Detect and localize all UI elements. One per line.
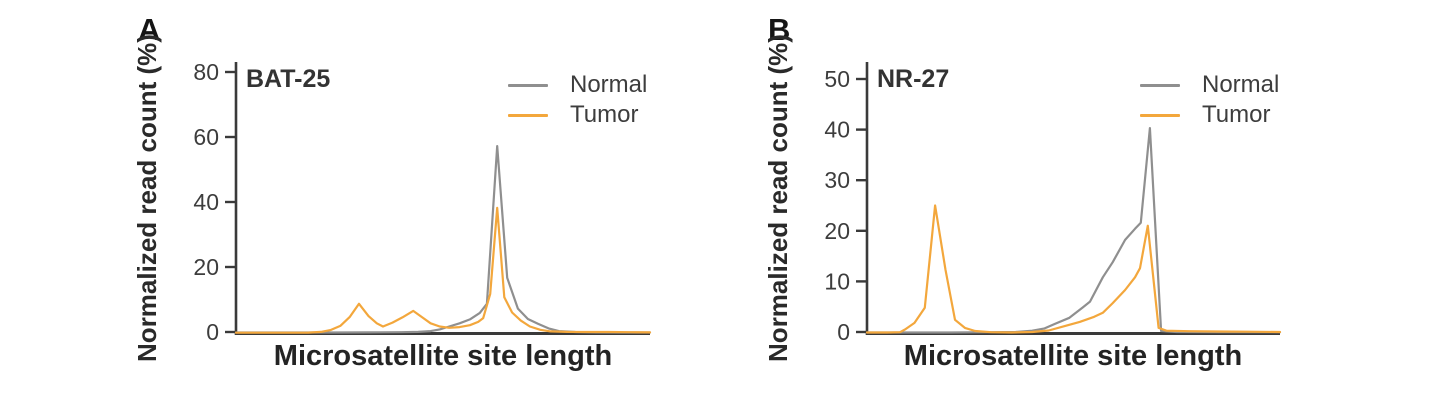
- normal-line-swatch-icon: [1140, 83, 1180, 87]
- legend-label-normal: Normal: [570, 71, 648, 98]
- legend-label-tumor: Tumor: [570, 101, 639, 128]
- svg-text:60: 60: [193, 124, 219, 150]
- svg-text:30: 30: [824, 167, 850, 193]
- panel-a-legend: Normal Tumor: [508, 70, 647, 130]
- panel-b-x-axis-label: Microsatellite site length: [903, 340, 1243, 372]
- svg-text:0: 0: [206, 319, 219, 345]
- svg-text:50: 50: [824, 66, 850, 92]
- tumor-line-swatch-icon: [508, 113, 548, 117]
- panel-b-legend-item-normal: Normal: [1140, 70, 1279, 100]
- svg-text:80: 80: [193, 59, 219, 85]
- panel-a-y-axis-label: Normalized read count (%): [132, 34, 162, 362]
- tumor-line-swatch-icon: [1140, 113, 1180, 117]
- svg-text:10: 10: [824, 268, 850, 294]
- svg-text:0: 0: [837, 319, 850, 345]
- svg-text:20: 20: [824, 218, 850, 244]
- panel-b-legend: Normal Tumor: [1140, 70, 1279, 130]
- panel-a-legend-item-normal: Normal: [508, 70, 647, 100]
- panel-a-x-axis-label: Microsatellite site length: [273, 340, 613, 372]
- panel-b-legend-item-tumor: Tumor: [1140, 100, 1279, 130]
- svg-text:20: 20: [193, 254, 219, 280]
- panel-b-y-axis-label: Normalized read count (%): [763, 34, 793, 362]
- svg-text:40: 40: [824, 117, 850, 143]
- panel-b-chart-title: NR-27: [877, 65, 950, 93]
- legend-label-tumor: Tumor: [1202, 101, 1271, 128]
- panel-a-chart-title: BAT-25: [246, 65, 331, 93]
- panel-a-legend-item-tumor: Tumor: [508, 100, 647, 130]
- panel-b-letter: B: [768, 12, 791, 47]
- svg-text:40: 40: [193, 189, 219, 215]
- legend-label-normal: Normal: [1202, 71, 1280, 98]
- panel-a-letter: A: [138, 12, 161, 47]
- normal-line-swatch-icon: [508, 83, 548, 87]
